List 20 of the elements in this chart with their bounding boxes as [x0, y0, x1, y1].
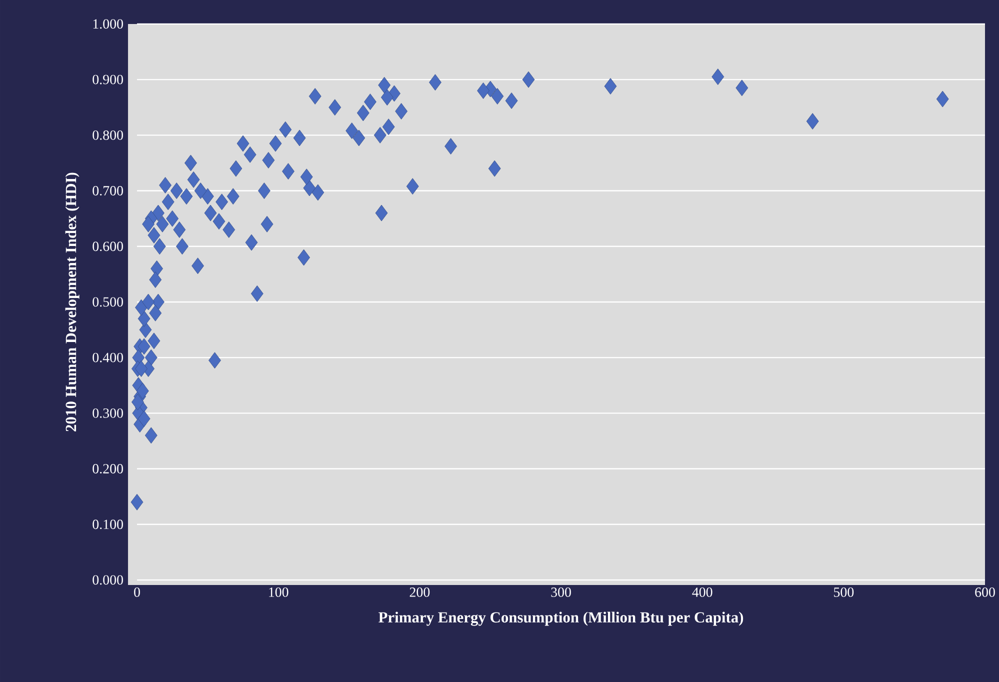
y-tick-label: 0.500: [92, 297, 123, 307]
y-tick-label: 0.900: [92, 74, 123, 84]
y-tick-label: 0.300: [92, 408, 123, 418]
y-tick-label: 0.400: [92, 352, 123, 362]
y-tick-label: 0.000: [92, 575, 123, 585]
x-tick-label: 500: [834, 587, 854, 597]
y-tick-label: 1.000: [93, 19, 123, 29]
x-tick-label: 400: [692, 587, 712, 597]
x-tick-label: 200: [410, 587, 430, 597]
y-tick-label: 0.600: [92, 242, 123, 252]
x-tick-label: 0: [134, 587, 140, 597]
x-tick-label: 300: [551, 587, 571, 597]
x-tick-label: 100: [269, 587, 288, 597]
x-tick-label: 600: [975, 587, 995, 597]
y-tick-label: 0.700: [92, 186, 123, 196]
y-tick-label: 0.800: [92, 130, 123, 140]
x-axis-title: Primary Energy Consumption (Million Btu per Capita): [378, 612, 744, 626]
y-axis-title: 2010 Human Development Index (HDI): [65, 172, 80, 432]
y-tick-label: 0.200: [92, 464, 123, 474]
y-tick-label: 0.100: [92, 520, 123, 530]
